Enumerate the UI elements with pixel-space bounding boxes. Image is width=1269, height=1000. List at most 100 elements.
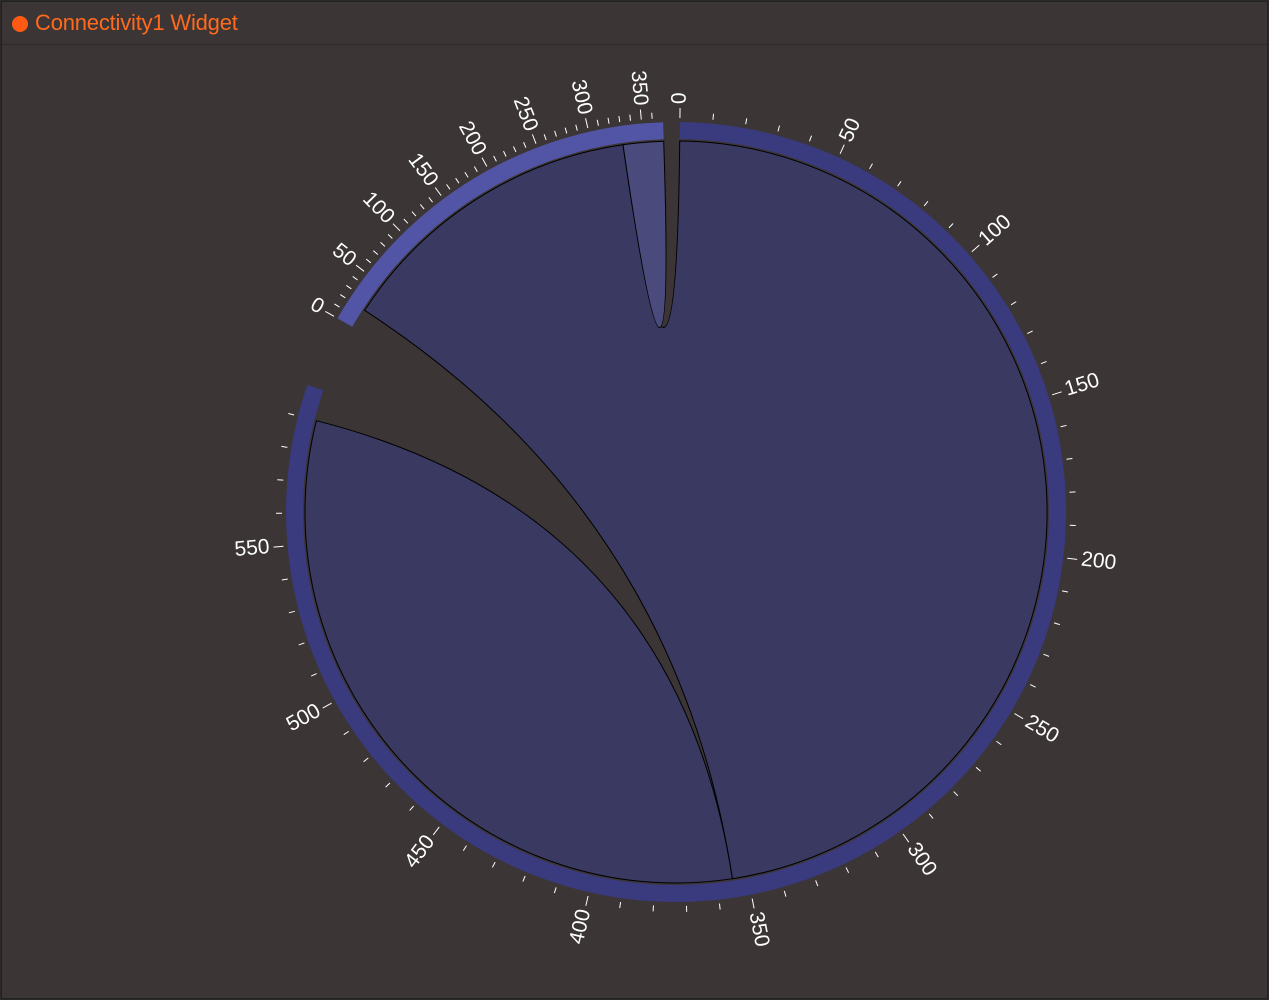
- tick-mark: [334, 303, 340, 308]
- ribbon: [622, 140, 667, 328]
- tick-mark: [575, 124, 578, 131]
- tick-mark: [839, 144, 845, 155]
- tick-mark: [473, 166, 478, 172]
- tick-mark: [481, 157, 488, 167]
- widget-title: Connectivity1 Widget: [35, 10, 238, 35]
- tick-label: 250: [1021, 710, 1063, 748]
- tick-mark: [491, 861, 496, 868]
- tick-mark: [392, 223, 401, 232]
- tick-mark: [712, 113, 715, 120]
- tick-mark: [585, 118, 589, 129]
- tick-mark: [553, 887, 557, 894]
- tick-label: 450: [400, 831, 439, 873]
- tick-mark: [874, 851, 879, 858]
- tick-mark: [928, 813, 934, 819]
- tick-mark: [745, 118, 748, 125]
- tick-label: 150: [403, 149, 442, 191]
- tick-mark: [618, 116, 621, 123]
- tick-label: 400: [565, 907, 595, 946]
- tick-label: 500: [283, 699, 325, 736]
- tick-mark: [432, 826, 440, 836]
- tick-mark: [1030, 684, 1036, 688]
- tick-mark: [1053, 622, 1060, 626]
- tick-label: 100: [974, 210, 1016, 250]
- tick-mark: [281, 578, 288, 581]
- tick-mark: [639, 109, 642, 120]
- tick-mark: [355, 264, 365, 272]
- tick-mark: [897, 181, 902, 187]
- tick-mark: [365, 258, 372, 264]
- tick-mark: [751, 898, 755, 909]
- tick-mark: [1061, 590, 1069, 593]
- tick-mark: [902, 833, 910, 843]
- ribbons-layer: [304, 140, 1048, 884]
- tick-mark: [462, 845, 467, 852]
- tick-mark: [777, 125, 780, 132]
- tick-mark: [281, 445, 288, 448]
- tick-mark: [992, 273, 998, 278]
- tick-label: 150: [1062, 368, 1102, 400]
- tick-mark: [554, 130, 557, 137]
- tick-mark: [387, 233, 393, 239]
- tick-mark: [298, 642, 305, 646]
- tick-label: 100: [358, 187, 399, 228]
- tick-label: 50: [328, 239, 361, 271]
- tick-label: 200: [1080, 547, 1118, 574]
- tick-mark: [385, 782, 391, 788]
- tick-mark: [288, 413, 295, 416]
- tick-mark: [1014, 713, 1024, 720]
- tick-mark: [809, 135, 813, 142]
- tick-mark: [434, 187, 442, 196]
- tick-mark: [543, 134, 547, 141]
- tick-mark: [629, 114, 632, 121]
- tick-mark: [1060, 424, 1067, 428]
- tick-mark: [531, 134, 537, 144]
- tick-mark: [1066, 457, 1073, 460]
- tick-mark: [948, 223, 954, 229]
- tick-mark: [523, 141, 527, 148]
- tick-mark: [619, 902, 622, 909]
- tick-mark: [273, 545, 284, 548]
- tick-label: 50: [835, 115, 866, 146]
- tick-mark: [346, 285, 352, 290]
- status-dot-icon: [12, 15, 28, 32]
- tick-mark: [1043, 653, 1050, 657]
- tick-mark: [564, 127, 568, 134]
- tick-label: 550: [234, 535, 271, 561]
- tick-mark: [409, 805, 415, 811]
- tick-label: 200: [454, 117, 491, 159]
- tick-label: 350: [626, 70, 652, 107]
- tick-mark: [953, 791, 959, 797]
- tick-mark: [975, 766, 981, 772]
- tick-mark: [607, 117, 610, 124]
- tick-mark: [869, 163, 873, 170]
- tick-mark: [363, 757, 369, 763]
- tick-mark: [310, 673, 317, 677]
- tick-mark: [845, 867, 850, 874]
- widget-header[interactable]: Connectivity1 Widget: [2, 2, 1267, 45]
- tick-mark: [419, 204, 425, 210]
- tick-mark: [923, 200, 929, 207]
- tick-mark: [446, 184, 451, 190]
- tick-label: 350: [745, 910, 774, 949]
- tick-label: 0: [306, 293, 328, 319]
- tick-mark: [996, 740, 1002, 746]
- tick-mark: [343, 730, 349, 736]
- tick-mark: [493, 155, 497, 162]
- tick-mark: [403, 218, 409, 224]
- tick-mark: [325, 310, 335, 317]
- tick-mark: [372, 250, 379, 255]
- tick-mark: [596, 119, 599, 126]
- tick-mark: [322, 702, 332, 709]
- tick-mark: [411, 211, 417, 217]
- tick-mark: [815, 880, 819, 887]
- tick-mark: [1040, 360, 1047, 365]
- tick-mark: [1052, 391, 1062, 396]
- tick-mark: [1010, 301, 1017, 306]
- tick-mark: [288, 610, 295, 614]
- tick-mark: [718, 903, 721, 910]
- tick-mark: [783, 890, 787, 897]
- tick-label: 300: [567, 77, 597, 116]
